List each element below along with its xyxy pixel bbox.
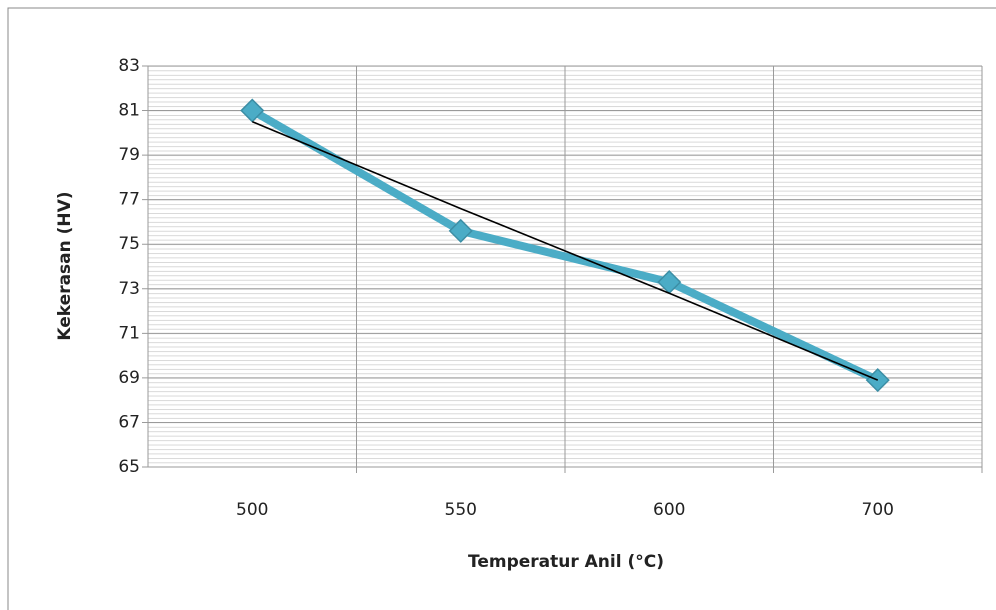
y-tick-label: 73 — [118, 279, 140, 299]
trendline — [251, 120, 879, 381]
y-tick-label: 79 — [118, 145, 140, 165]
x-tick-label: 550 — [445, 500, 477, 520]
y-tick-label: 81 — [118, 101, 140, 121]
y-axis-title: Kekerasan (HV) — [55, 191, 75, 340]
y-tick-label: 83 — [118, 56, 140, 76]
y-tick-label: 77 — [118, 190, 140, 210]
y-tick-label: 69 — [118, 368, 140, 388]
y-tick-label: 71 — [118, 323, 140, 343]
x-axis-title: Temperatur Anil (°C) — [468, 552, 664, 572]
y-tick-label: 65 — [118, 457, 140, 477]
marker — [240, 98, 265, 123]
y-tick-label: 75 — [118, 234, 140, 254]
marker — [448, 218, 473, 243]
x-tick-label: 500 — [236, 500, 268, 520]
x-tick-label: 700 — [862, 500, 894, 520]
series-line — [250, 107, 880, 384]
x-tick-label: 600 — [653, 500, 685, 520]
y-tick-label: 67 — [118, 412, 140, 432]
